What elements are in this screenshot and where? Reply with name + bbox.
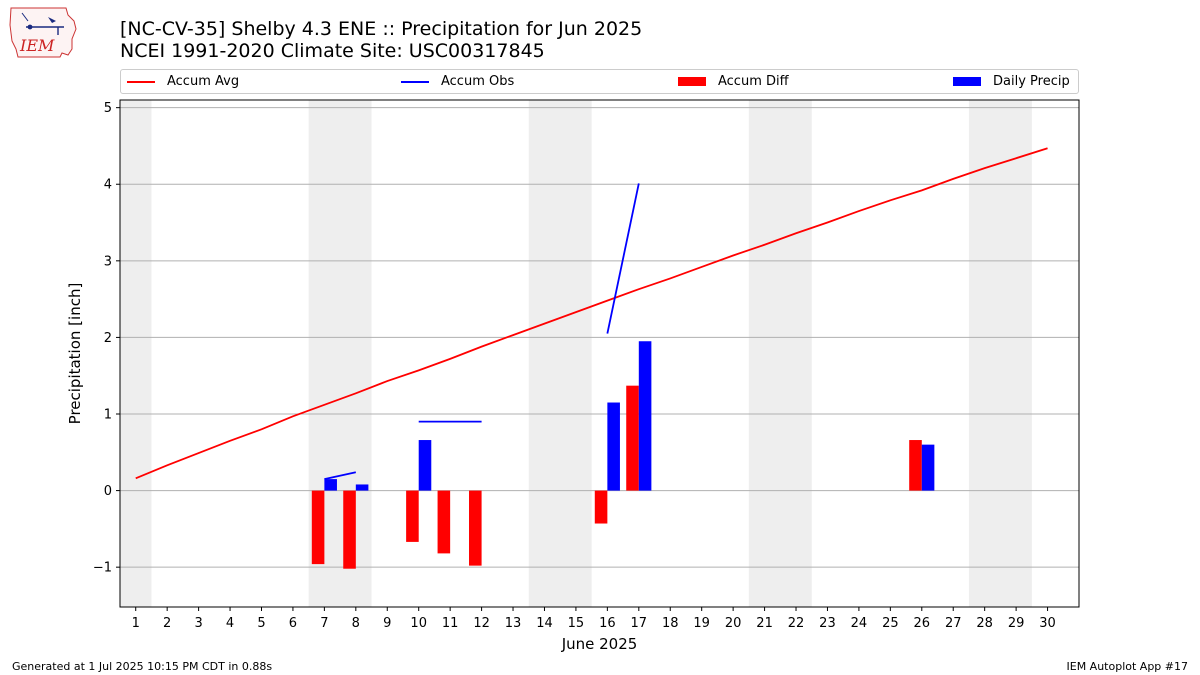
grid-lines xyxy=(120,107,1079,568)
x-tick-label-22: 23 xyxy=(819,616,836,631)
x-tick-label-19: 20 xyxy=(725,616,742,631)
chart-subtitle: NCEI 1991-2020 Climate Site: USC00317845 xyxy=(120,40,545,62)
weekend-bands xyxy=(120,100,1032,607)
x-tick-label-26: 27 xyxy=(945,616,962,631)
footer-generated: Generated at 1 Jul 2025 10:15 PM CDT in … xyxy=(12,660,273,673)
x-tick-label-15: 16 xyxy=(599,616,616,631)
daily-precip-bar-4 xyxy=(638,341,652,491)
x-tick-label-7: 8 xyxy=(352,616,360,631)
accum-diff-bar-5 xyxy=(594,490,608,524)
legend-swatch-accum-obs xyxy=(401,80,429,83)
accum-obs-line-2 xyxy=(606,183,640,334)
y-tick-label-0: −1 xyxy=(93,561,112,576)
accum-diff-bar-1 xyxy=(343,490,356,569)
x-tick-label-28: 29 xyxy=(1008,616,1025,631)
x-tick-label-6: 7 xyxy=(320,616,328,631)
legend-swatch-daily-precip xyxy=(953,77,981,86)
daily-precip-bar-5 xyxy=(921,444,935,491)
x-tick-label-29: 30 xyxy=(1039,616,1056,631)
legend-swatch-accum-avg xyxy=(127,80,155,83)
weekend-band-1 xyxy=(308,100,372,607)
accum-diff-bar-4 xyxy=(469,490,482,566)
accum-diff-bar-0 xyxy=(311,490,325,565)
x-tick-label-27: 28 xyxy=(976,616,993,631)
y-axis-label: Precipitation [inch] xyxy=(66,283,84,425)
x-axis-label: June 2025 xyxy=(561,635,638,653)
x-tick-label-8: 9 xyxy=(383,616,391,631)
x-tick-label-3: 4 xyxy=(226,616,234,631)
legend-label-accum-obs: Accum Obs xyxy=(441,74,515,89)
x-tick-label-24: 25 xyxy=(882,616,899,631)
legend: Accum Avg Accum Obs Accum Diff Daily Pre… xyxy=(120,69,1079,94)
weekend-band-4 xyxy=(968,100,1032,607)
y-tick-label-3: 2 xyxy=(104,331,112,346)
series-lines xyxy=(135,147,1048,480)
weekend-band-3 xyxy=(748,100,812,607)
x-tick-label-12: 13 xyxy=(505,616,522,631)
logo-text: IEM xyxy=(19,36,55,55)
x-tick-label-10: 11 xyxy=(442,616,459,631)
x-tick-label-11: 12 xyxy=(473,616,490,631)
x-tick-label-20: 21 xyxy=(756,616,773,631)
accum-diff-bar-2 xyxy=(406,490,419,542)
y-tick-label-4: 3 xyxy=(104,254,112,269)
legend-item-accum-obs: Accum Obs xyxy=(401,70,514,93)
daily-precip-bar-0 xyxy=(324,479,337,491)
legend-item-accum-diff: Accum Diff xyxy=(678,70,789,93)
x-tick-label-5: 6 xyxy=(289,616,297,631)
iem-logo: IEM xyxy=(9,7,77,58)
x-tick-label-17: 18 xyxy=(662,616,679,631)
x-tick-label-18: 19 xyxy=(693,616,710,631)
footer-app: IEM Autoplot App #17 xyxy=(1066,660,1189,673)
legend-label-accum-diff: Accum Diff xyxy=(718,74,789,89)
y-tick-label-6: 5 xyxy=(104,101,112,116)
x-tick-label-4: 5 xyxy=(257,616,265,631)
chart-title: [NC-CV-35] Shelby 4.3 ENE :: Precipitati… xyxy=(120,18,643,40)
daily-precip-bar-3 xyxy=(607,402,620,491)
accum-obs-line-0 xyxy=(324,471,357,480)
y-tick-label-2: 1 xyxy=(104,408,112,423)
x-tick-label-23: 24 xyxy=(851,616,868,631)
x-tick-label-13: 14 xyxy=(536,616,553,631)
weekend-band-2 xyxy=(528,100,592,607)
daily-precip-bar-1 xyxy=(355,484,369,491)
x-tick-label-25: 26 xyxy=(914,616,931,631)
legend-label-accum-avg: Accum Avg xyxy=(167,74,240,89)
legend-swatch-accum-diff xyxy=(678,77,706,86)
y-tick-label-1: 0 xyxy=(104,484,112,499)
x-tick-label-2: 3 xyxy=(194,616,202,631)
legend-label-daily-precip: Daily Precip xyxy=(993,74,1070,89)
plot-frame xyxy=(119,99,1080,608)
accum-diff-bar-3 xyxy=(437,490,451,554)
legend-item-daily-precip: Daily Precip xyxy=(953,70,1070,93)
daily-precip-bar-2 xyxy=(418,440,432,491)
x-tick-label-14: 15 xyxy=(568,616,585,631)
accum-avg-line xyxy=(135,147,1048,480)
x-tick-label-0: 1 xyxy=(132,616,140,631)
weekend-band-0 xyxy=(120,100,152,607)
y-tick-label-5: 4 xyxy=(104,178,112,193)
x-tick-label-21: 22 xyxy=(788,616,805,631)
accum-diff-bar-6 xyxy=(626,385,639,491)
legend-item-accum-avg: Accum Avg xyxy=(127,70,239,93)
bars xyxy=(311,341,935,569)
accum-diff-bar-7 xyxy=(909,440,922,491)
x-tick-label-1: 2 xyxy=(163,616,171,631)
x-tick-label-9: 10 xyxy=(410,616,427,631)
x-tick-label-16: 17 xyxy=(631,616,648,631)
